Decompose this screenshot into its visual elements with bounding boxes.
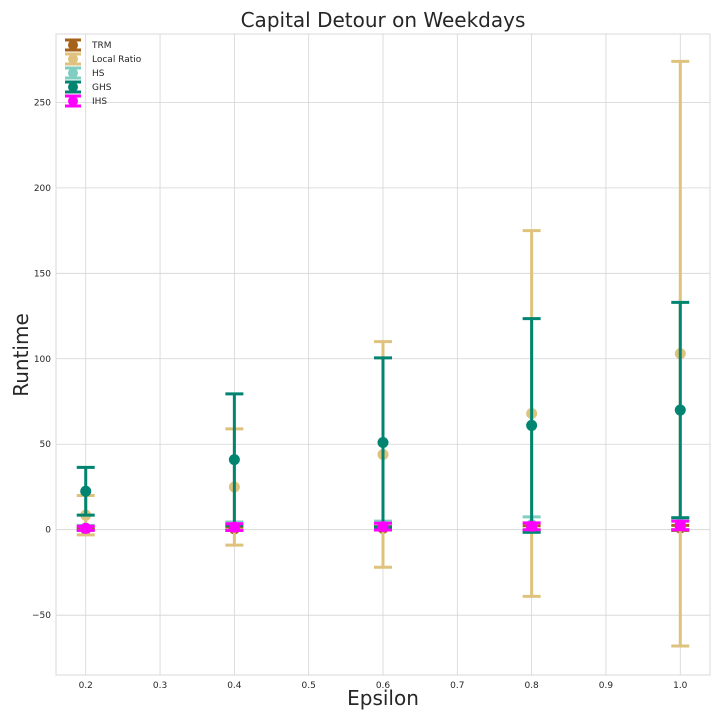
legend-item: HS <box>65 66 105 80</box>
data-point <box>526 419 538 431</box>
legend-marker <box>68 68 78 78</box>
y-tick-label: 200 <box>34 184 51 194</box>
y-tick-label: −50 <box>32 611 51 621</box>
y-tick-label: 250 <box>34 98 51 108</box>
x-axis-label: Epsilon <box>347 686 419 710</box>
legend-item: GHS <box>65 80 112 94</box>
x-tick-label: 0.4 <box>227 681 242 691</box>
legend: TRM Local Ratio HS GHS IHS <box>65 38 142 108</box>
x-tick-label: 0.6 <box>376 681 391 691</box>
legend-item: IHS <box>65 94 107 108</box>
tick-labels: 0.2 0.3 0.4 0.5 0.6 0.7 0.8 0.9 1.0 −50 0 50 100 150 2… <box>32 98 688 691</box>
data-point <box>674 519 686 531</box>
data-point <box>526 520 538 532</box>
data-point <box>80 522 92 534</box>
data-point <box>377 437 389 449</box>
x-tick-label: 0.8 <box>524 681 539 691</box>
y-tick-label: 150 <box>34 269 51 279</box>
data-point <box>228 521 240 533</box>
x-tick-label: 0.5 <box>302 681 316 691</box>
legend-label: IHS <box>92 97 107 107</box>
x-tick-label: 1.0 <box>673 681 688 691</box>
x-tick-label: 0.2 <box>79 681 93 691</box>
legend-marker <box>68 40 78 50</box>
legend-item: Local Ratio <box>65 52 142 66</box>
legend-item: TRM <box>65 38 112 52</box>
data-point <box>80 485 92 497</box>
x-tick-label: 0.7 <box>450 681 464 691</box>
series-ghs <box>76 300 690 534</box>
series-layer <box>76 59 690 648</box>
legend-label: Local Ratio <box>92 55 142 65</box>
legend-marker <box>68 82 78 92</box>
legend-label: GHS <box>92 83 112 93</box>
y-axis-label: Runtime <box>9 313 33 397</box>
x-tick-label: 0.9 <box>599 681 614 691</box>
y-tick-label: 100 <box>34 355 51 365</box>
legend-marker <box>68 96 78 106</box>
data-point <box>377 521 389 533</box>
series-ihs <box>76 519 690 534</box>
data-point <box>674 404 686 416</box>
legend-marker <box>68 54 78 64</box>
legend-label: HS <box>92 69 105 79</box>
y-tick-label: 50 <box>40 440 52 450</box>
x-tick-label: 0.3 <box>153 681 167 691</box>
legend-label: TRM <box>91 41 112 51</box>
chart-title: Capital Detour on Weekdays <box>241 8 526 32</box>
data-point <box>228 454 240 466</box>
y-tick-label: 0 <box>45 526 51 536</box>
